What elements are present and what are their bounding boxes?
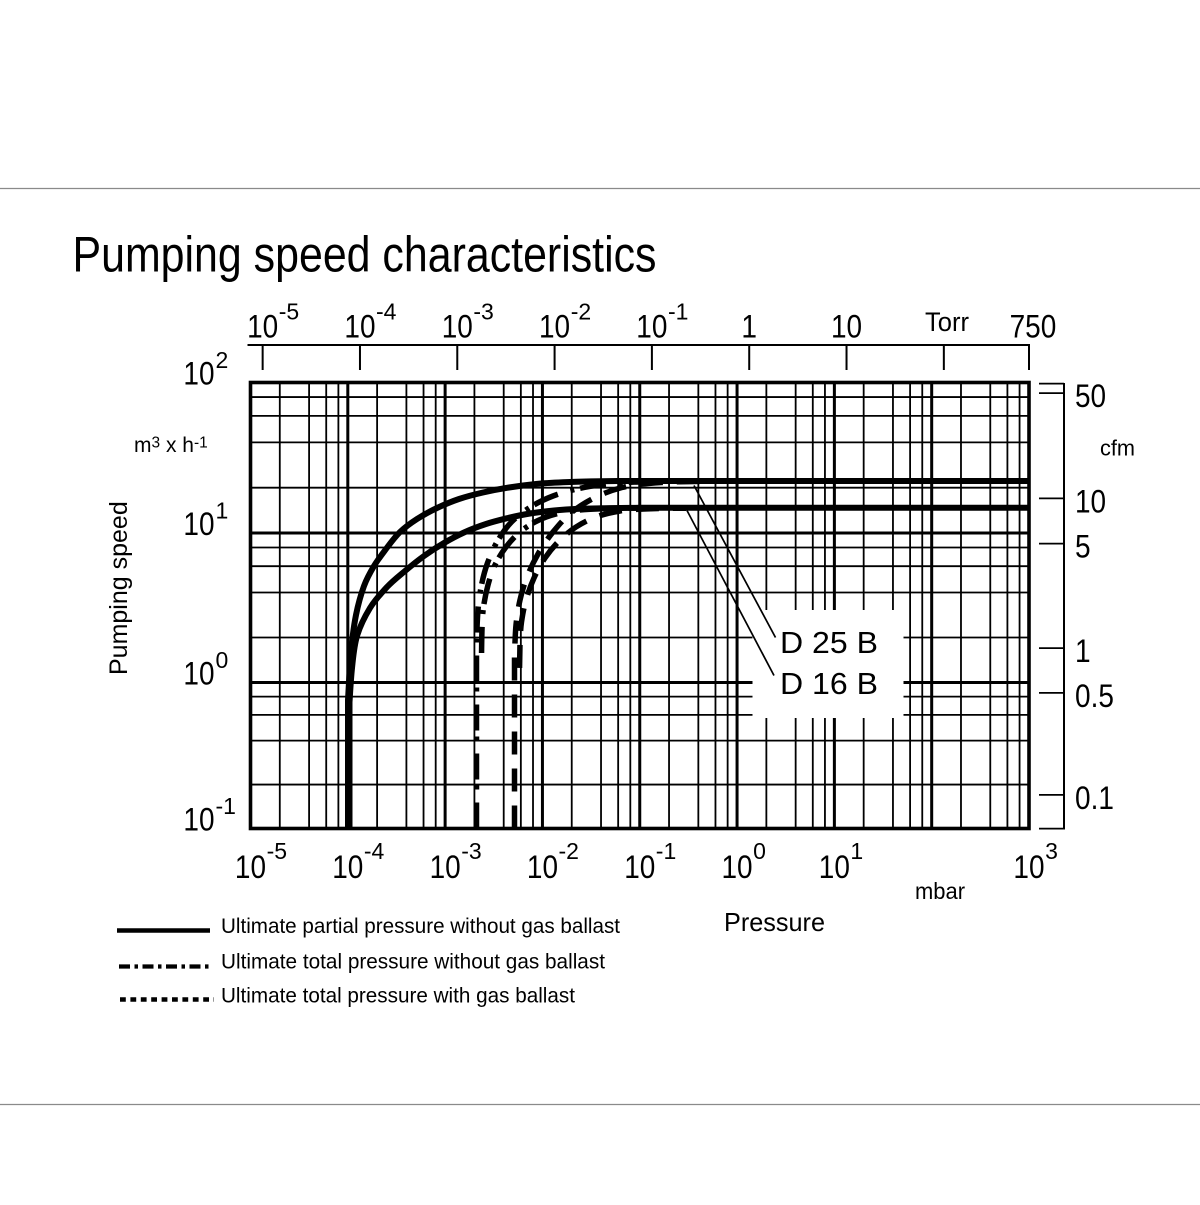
svg-text:0.5: 0.5 bbox=[1075, 678, 1114, 714]
svg-text:Ultimate total pressure withou: Ultimate total pressure without gas ball… bbox=[221, 950, 605, 974]
svg-text:D 16 B: D 16 B bbox=[780, 666, 878, 701]
svg-text:10: 10 bbox=[430, 849, 461, 885]
svg-text:0.1: 0.1 bbox=[1075, 780, 1114, 816]
svg-text:0: 0 bbox=[216, 647, 229, 673]
svg-text:cfm: cfm bbox=[1100, 436, 1135, 461]
svg-text:10: 10 bbox=[831, 309, 862, 345]
svg-text:-4: -4 bbox=[364, 838, 385, 864]
svg-text:10: 10 bbox=[183, 802, 214, 838]
svg-text:2: 2 bbox=[216, 347, 229, 373]
svg-text:-4: -4 bbox=[376, 299, 397, 325]
svg-text:Pumping speed: Pumping speed bbox=[105, 501, 133, 675]
svg-text:10: 10 bbox=[819, 849, 850, 885]
svg-text:10: 10 bbox=[1075, 483, 1106, 519]
svg-text:10: 10 bbox=[636, 309, 667, 345]
svg-text:Pressure: Pressure bbox=[724, 907, 825, 937]
svg-text:10: 10 bbox=[183, 356, 214, 392]
svg-text:-2: -2 bbox=[559, 838, 579, 864]
svg-text:Ultimate total pressure with g: Ultimate total pressure with gas ballast bbox=[221, 984, 575, 1008]
svg-text:Pumping speed characteristics: Pumping speed characteristics bbox=[73, 227, 657, 283]
svg-text:10: 10 bbox=[183, 656, 214, 692]
svg-text:mbar: mbar bbox=[915, 878, 965, 904]
svg-text:50: 50 bbox=[1075, 378, 1106, 414]
svg-text:D 25 B: D 25 B bbox=[780, 625, 878, 660]
svg-text:10: 10 bbox=[1013, 849, 1044, 885]
svg-text:1: 1 bbox=[850, 838, 863, 864]
svg-text:-1: -1 bbox=[216, 793, 236, 819]
svg-text:10: 10 bbox=[624, 849, 655, 885]
svg-text:10: 10 bbox=[442, 309, 473, 345]
svg-text:750: 750 bbox=[1010, 309, 1057, 345]
svg-text:10: 10 bbox=[332, 849, 363, 885]
svg-text:1: 1 bbox=[741, 309, 757, 345]
svg-text:10: 10 bbox=[344, 309, 375, 345]
svg-text:10: 10 bbox=[247, 309, 278, 345]
svg-text:10: 10 bbox=[235, 849, 266, 885]
svg-text:1: 1 bbox=[1075, 633, 1091, 669]
svg-text:-1: -1 bbox=[668, 299, 688, 325]
svg-text:1: 1 bbox=[216, 498, 229, 524]
svg-text:-1: -1 bbox=[656, 838, 676, 864]
svg-text:10: 10 bbox=[183, 506, 214, 542]
svg-text:10: 10 bbox=[527, 849, 558, 885]
svg-text:Torr: Torr bbox=[925, 307, 969, 337]
svg-text:-2: -2 bbox=[571, 299, 591, 325]
svg-text:-5: -5 bbox=[267, 838, 287, 864]
svg-text:Ultimate partial pressure with: Ultimate partial pressure without gas ba… bbox=[221, 914, 620, 938]
svg-text:10: 10 bbox=[539, 309, 570, 345]
svg-text:3: 3 bbox=[1045, 838, 1058, 864]
svg-text:-5: -5 bbox=[279, 299, 299, 325]
svg-text:10: 10 bbox=[722, 849, 753, 885]
svg-text:0: 0 bbox=[753, 838, 766, 864]
svg-text:m3 x h-1: m3 x h-1 bbox=[134, 434, 208, 457]
svg-text:-3: -3 bbox=[461, 838, 481, 864]
svg-text:-3: -3 bbox=[473, 299, 493, 325]
svg-text:5: 5 bbox=[1075, 529, 1091, 565]
